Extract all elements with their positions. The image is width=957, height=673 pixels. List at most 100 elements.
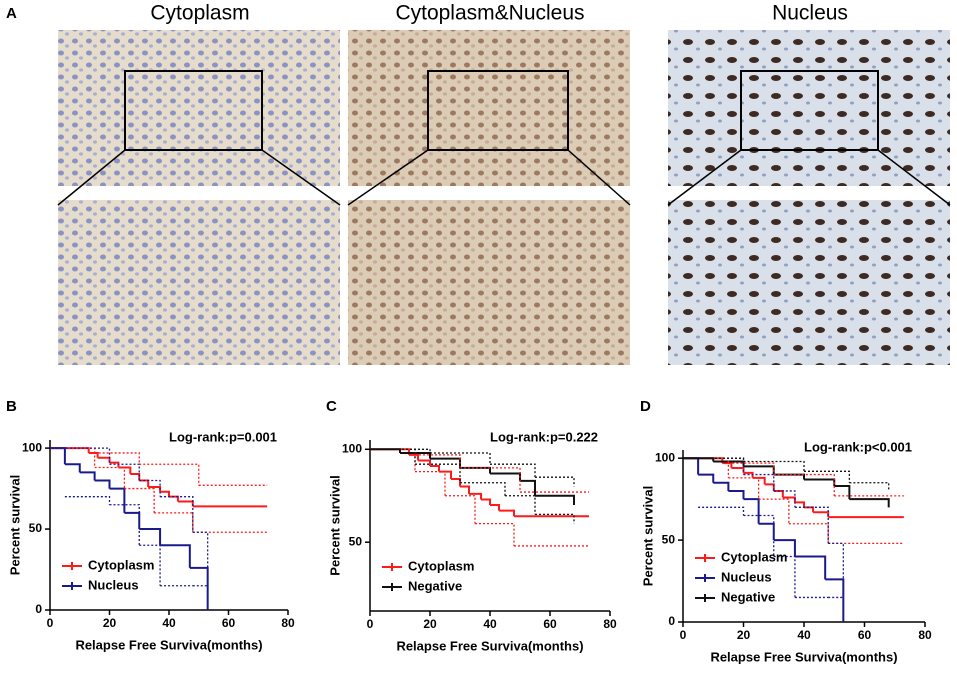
x-tick-label: 60 bbox=[858, 628, 872, 642]
survival-step bbox=[118, 466, 132, 474]
zoom-line bbox=[57, 149, 126, 206]
survival-step bbox=[773, 489, 784, 498]
survival-step bbox=[773, 555, 796, 598]
survival-step bbox=[154, 512, 194, 533]
panel-title: Nucleus bbox=[772, 2, 848, 25]
x-tick-label: 60 bbox=[222, 616, 236, 630]
survival-step bbox=[722, 462, 733, 469]
x-tick-label: 40 bbox=[483, 617, 497, 631]
x-tick-label: 80 bbox=[281, 616, 295, 630]
zoom-box bbox=[427, 70, 569, 151]
survival-step bbox=[728, 477, 760, 500]
survival-step bbox=[50, 447, 66, 465]
survival-step bbox=[683, 457, 700, 475]
x-tick-label: 80 bbox=[603, 617, 617, 631]
survival-step bbox=[160, 490, 170, 497]
y-tick-label: 50 bbox=[349, 534, 363, 548]
legend-label: Nucleus bbox=[721, 569, 772, 584]
y-axis-label: Percent survival bbox=[7, 475, 22, 575]
survival-step bbox=[64, 496, 111, 505]
survival-step bbox=[828, 596, 844, 622]
survival-step bbox=[169, 495, 179, 502]
survival-step bbox=[828, 542, 844, 622]
x-tick-label: 40 bbox=[797, 628, 811, 642]
x-tick-label: 40 bbox=[162, 616, 176, 630]
survival-step bbox=[460, 485, 470, 494]
survival-step bbox=[743, 473, 775, 491]
survival-step bbox=[713, 481, 730, 491]
zoom-box bbox=[740, 70, 879, 151]
y-tick-label: 0 bbox=[35, 602, 42, 616]
survival-step bbox=[415, 463, 461, 483]
survival-step bbox=[139, 544, 161, 586]
micrograph bbox=[58, 200, 340, 365]
survival-step bbox=[109, 463, 140, 481]
legend-label: Negative bbox=[721, 589, 775, 604]
survival-step bbox=[804, 478, 836, 487]
survival-step bbox=[825, 578, 845, 622]
survival-step bbox=[794, 501, 805, 508]
panel-label: C bbox=[326, 398, 337, 415]
survival-step bbox=[849, 498, 890, 508]
survival-step bbox=[743, 460, 805, 472]
survival-step bbox=[139, 528, 162, 546]
survival-step bbox=[764, 483, 775, 491]
survival-step bbox=[79, 447, 90, 453]
survival-step bbox=[124, 511, 141, 530]
survival-step bbox=[109, 461, 120, 468]
survival-step bbox=[490, 504, 500, 511]
micrograph bbox=[58, 30, 340, 186]
survival-step bbox=[139, 479, 150, 487]
survival-step bbox=[160, 496, 194, 533]
survival-step bbox=[520, 479, 536, 496]
x-tick-label: 0 bbox=[367, 617, 374, 631]
survival-step bbox=[50, 447, 111, 465]
panel-title: Cytoplasm bbox=[150, 2, 249, 25]
survival-step bbox=[743, 498, 760, 524]
survival-step bbox=[849, 482, 890, 491]
survival-step bbox=[460, 482, 506, 496]
micrograph bbox=[348, 30, 630, 186]
zoom-line bbox=[347, 149, 429, 206]
zoom-box bbox=[124, 70, 263, 151]
survival-step bbox=[124, 487, 155, 513]
legend-label: Negative bbox=[408, 578, 462, 593]
survival-step bbox=[415, 470, 446, 496]
survival-step bbox=[535, 476, 575, 487]
micrograph bbox=[668, 30, 950, 186]
y-tick-label: 50 bbox=[662, 532, 676, 546]
survival-step bbox=[460, 467, 521, 493]
survival-step bbox=[97, 456, 111, 463]
survival-step bbox=[469, 492, 482, 500]
x-axis-label: Relapse Free Surviva(months) bbox=[75, 637, 262, 652]
survival-step bbox=[451, 478, 461, 487]
x-tick-label: 0 bbox=[47, 616, 54, 630]
y-tick-label: 0 bbox=[668, 614, 675, 628]
micrograph bbox=[348, 200, 630, 365]
survival-step bbox=[728, 489, 745, 500]
x-tick-label: 60 bbox=[543, 617, 557, 631]
survival-step bbox=[683, 457, 745, 462]
survival-step bbox=[834, 485, 851, 500]
survival-step bbox=[788, 523, 829, 544]
survival-step bbox=[370, 448, 416, 465]
zoom-line bbox=[667, 149, 742, 206]
y-axis-label: Percent survival bbox=[640, 486, 655, 586]
legend-label: Cytoplasm bbox=[721, 549, 787, 564]
survival-step bbox=[813, 511, 830, 518]
x-tick-label: 0 bbox=[680, 628, 687, 642]
survival-step bbox=[490, 463, 536, 478]
survival-step bbox=[160, 544, 191, 568]
micrograph bbox=[668, 200, 950, 365]
legend-label: Cytoplasm bbox=[408, 558, 474, 573]
panel-title: Cytoplasm&Nucleus bbox=[395, 2, 584, 25]
survival-step bbox=[794, 555, 827, 580]
x-tick-label: 20 bbox=[103, 616, 117, 630]
survival-step bbox=[79, 471, 96, 481]
panel-label: A bbox=[6, 5, 17, 22]
survival-step bbox=[782, 496, 796, 503]
survival-step bbox=[804, 470, 851, 483]
survival-step bbox=[773, 473, 805, 480]
y-axis-label: Percent survival bbox=[327, 475, 342, 575]
survival-step bbox=[698, 473, 715, 483]
